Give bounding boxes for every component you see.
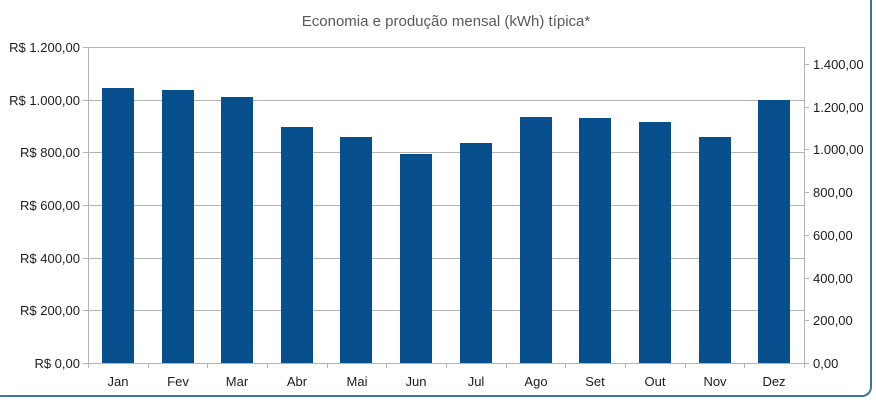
y-axis-label-right: 1.000,00 <box>813 142 864 157</box>
y-axis-tick-left <box>83 47 88 48</box>
bar <box>699 137 731 363</box>
y-axis-label-right: 400,00 <box>813 271 853 286</box>
gridline <box>88 47 804 48</box>
x-axis-label: Dez <box>762 374 786 389</box>
x-axis-label: Fev <box>167 374 189 389</box>
x-axis-tick <box>446 363 447 368</box>
bar <box>102 88 134 363</box>
x-axis-tick <box>327 363 328 368</box>
y-axis-tick-right <box>804 320 809 321</box>
y-axis-tick-right <box>804 363 809 364</box>
x-axis-label: Jun <box>405 374 427 389</box>
y-axis-tick-right <box>804 278 809 279</box>
x-axis-label: Mai <box>346 374 368 389</box>
y-axis-tick-right <box>804 192 809 193</box>
x-axis-tick <box>804 363 805 368</box>
x-axis-label: Out <box>644 374 666 389</box>
bar <box>639 122 671 363</box>
gridline <box>88 258 804 259</box>
bar <box>340 137 372 363</box>
x-axis-label: Ago <box>524 374 548 389</box>
y-axis-tick-left <box>83 152 88 153</box>
x-axis-label: Jul <box>467 374 485 389</box>
y-axis-tick-left <box>83 363 88 364</box>
y-axis-label-left: R$ 400,00 <box>20 251 80 266</box>
y-axis-label-left: R$ 1.200,00 <box>9 40 80 55</box>
x-axis-tick <box>625 363 626 368</box>
x-axis-tick <box>267 363 268 368</box>
chart-title: Economia e produção mensal (kWh) típica* <box>301 13 591 30</box>
gridline <box>88 152 804 153</box>
y-axis-label-left: R$ 0,00 <box>34 356 80 371</box>
x-axis-tick <box>386 363 387 368</box>
gridline <box>88 205 804 206</box>
bar <box>758 100 790 363</box>
y-axis-label-left: R$ 1.000,00 <box>9 93 80 108</box>
x-axis-tick <box>565 363 566 368</box>
y-axis-tick-right <box>804 235 809 236</box>
y-axis-label-right: 1.200,00 <box>813 100 864 115</box>
bar <box>579 118 611 363</box>
x-axis-tick <box>506 363 507 368</box>
y-axis-tick-right <box>804 149 809 150</box>
y-axis-line-left <box>88 47 89 363</box>
y-axis-tick-left <box>83 205 88 206</box>
y-axis-label-left: R$ 200,00 <box>20 303 80 318</box>
bar <box>221 97 253 363</box>
bar <box>460 143 492 363</box>
y-axis-label-left: R$ 800,00 <box>20 145 80 160</box>
bar <box>520 117 552 363</box>
y-axis-label-right: 1.400,00 <box>813 57 864 72</box>
y-axis-tick-left <box>83 100 88 101</box>
gridline <box>88 310 804 311</box>
bar <box>400 154 432 363</box>
gridline <box>88 100 804 101</box>
x-axis-label: Set <box>585 374 605 389</box>
y-axis-label-right: 600,00 <box>813 228 853 243</box>
y-axis-label-right: 200,00 <box>813 313 853 328</box>
x-axis-label: Mar <box>225 374 249 389</box>
x-axis-label: Abr <box>286 374 308 389</box>
x-axis-label: Jan <box>107 374 129 389</box>
y-axis-label-right: 0,00 <box>813 356 839 371</box>
y-axis-tick-right <box>804 64 809 65</box>
y-axis-label-left: R$ 600,00 <box>20 198 80 213</box>
y-axis-tick-right <box>804 107 809 108</box>
x-axis-tick <box>685 363 686 368</box>
bar <box>162 90 194 363</box>
y-axis-tick-left <box>83 310 88 311</box>
y-axis-line-right <box>804 47 805 363</box>
bar <box>281 127 313 363</box>
y-axis-tick-left <box>83 258 88 259</box>
x-axis-tick <box>148 363 149 368</box>
y-axis-label-right: 800,00 <box>813 185 853 200</box>
x-axis-tick <box>88 363 89 368</box>
x-axis-tick <box>207 363 208 368</box>
x-axis-tick <box>744 363 745 368</box>
x-axis-label: Nov <box>703 374 727 389</box>
